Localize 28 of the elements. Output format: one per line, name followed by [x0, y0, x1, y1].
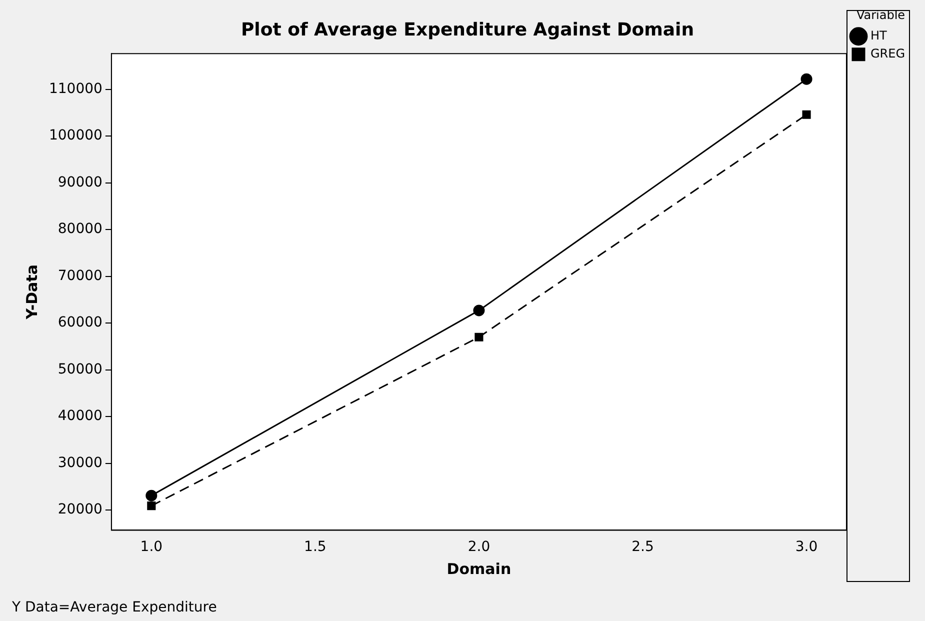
y-tick-label: 80000 [58, 221, 102, 238]
y-tick-label: 110000 [48, 81, 102, 97]
point [802, 110, 811, 119]
y-tick-label: 50000 [58, 361, 102, 378]
point [473, 304, 485, 316]
x-tick-label: 1.5 [304, 539, 326, 556]
y-tick-label: 20000 [58, 502, 102, 518]
text: Y Data=Average Expenditure [11, 600, 217, 616]
y-tick-label: 70000 [58, 268, 102, 284]
x-tick-label: 1.0 [140, 539, 163, 556]
point [146, 490, 158, 502]
chart-title: Plot of Average Expenditure Against Domain [240, 19, 694, 40]
point [474, 332, 484, 342]
y-tick-label: 100000 [48, 128, 102, 144]
x-tick-label: 2.0 [468, 539, 490, 556]
x-tick-label: 2.5 [632, 539, 654, 556]
x-axis-title: Domain [446, 560, 512, 578]
y-axis-title: Y-Data [22, 264, 41, 320]
y-tick-label: 60000 [58, 314, 102, 331]
x-tick-label: 3.0 [795, 539, 818, 556]
legend-title: Variable [856, 8, 906, 22]
legend-label: GREG [870, 46, 906, 61]
point [800, 73, 812, 85]
y-tick-label: 40000 [58, 408, 102, 424]
legend-label: HT [870, 28, 888, 43]
point [147, 502, 156, 510]
y-tick-label: 30000 [58, 454, 102, 471]
y-tick-label: 90000 [58, 174, 102, 190]
